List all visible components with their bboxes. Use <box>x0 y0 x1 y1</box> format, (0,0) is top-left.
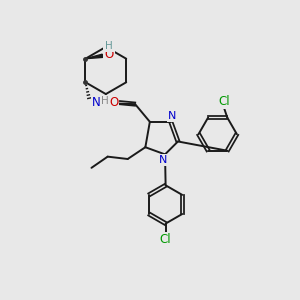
Text: N: N <box>168 112 176 122</box>
Text: O: O <box>104 48 114 61</box>
Polygon shape <box>85 54 103 59</box>
Text: N: N <box>92 96 101 110</box>
Text: O: O <box>109 96 119 109</box>
Text: N: N <box>159 155 168 165</box>
Text: H: H <box>101 96 108 106</box>
Text: Cl: Cl <box>160 233 171 246</box>
Text: Cl: Cl <box>218 95 230 108</box>
Text: H: H <box>105 41 113 51</box>
